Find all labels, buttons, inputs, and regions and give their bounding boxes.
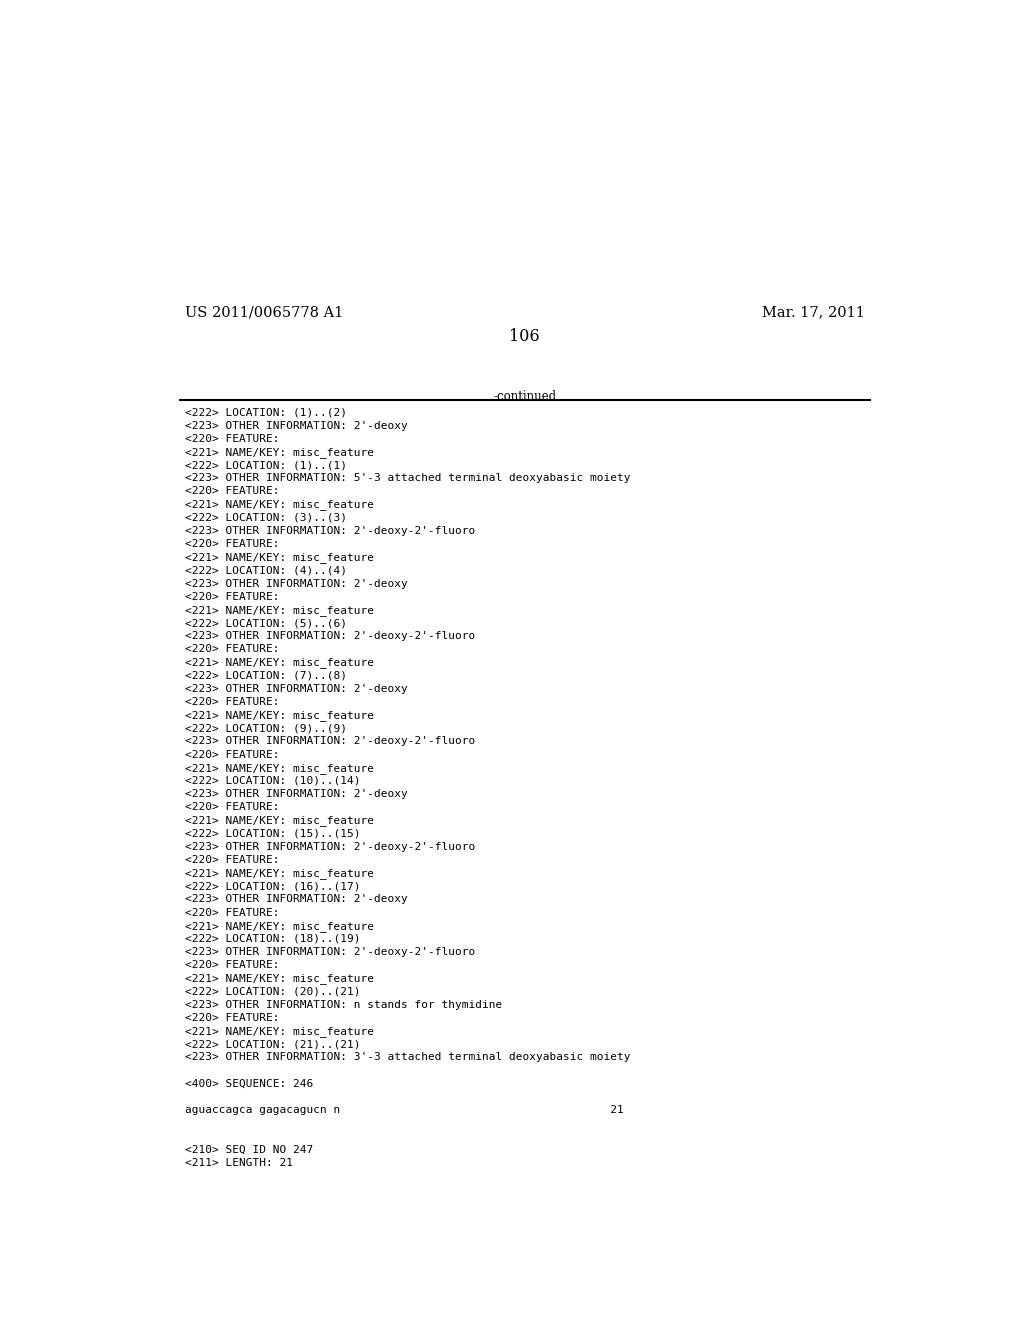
Text: <223> OTHER INFORMATION: 5'-3 attached terminal deoxyabasic moiety: <223> OTHER INFORMATION: 5'-3 attached t… — [185, 474, 631, 483]
Text: <220> FEATURE:: <220> FEATURE: — [185, 960, 280, 970]
Text: <222> LOCATION: (3)..(3): <222> LOCATION: (3)..(3) — [185, 512, 347, 523]
Text: <220> FEATURE:: <220> FEATURE: — [185, 591, 280, 602]
Text: <223> OTHER INFORMATION: 2'-deoxy-2'-fluoro: <223> OTHER INFORMATION: 2'-deoxy-2'-flu… — [185, 737, 475, 747]
Text: <223> OTHER INFORMATION: 2'-deoxy: <223> OTHER INFORMATION: 2'-deoxy — [185, 684, 408, 694]
Text: <221> NAME/KEY: misc_feature: <221> NAME/KEY: misc_feature — [185, 552, 374, 564]
Text: <223> OTHER INFORMATION: n stands for thymidine: <223> OTHER INFORMATION: n stands for th… — [185, 999, 503, 1010]
Text: <223> OTHER INFORMATION: 2'-deoxy-2'-fluoro: <223> OTHER INFORMATION: 2'-deoxy-2'-flu… — [185, 946, 475, 957]
Text: <222> LOCATION: (10)..(14): <222> LOCATION: (10)..(14) — [185, 776, 360, 785]
Text: <223> OTHER INFORMATION: 2'-deoxy-2'-fluoro: <223> OTHER INFORMATION: 2'-deoxy-2'-flu… — [185, 842, 475, 851]
Text: <222> LOCATION: (1)..(2): <222> LOCATION: (1)..(2) — [185, 408, 347, 417]
Text: <220> FEATURE:: <220> FEATURE: — [185, 434, 280, 444]
Text: <222> LOCATION: (1)..(1): <222> LOCATION: (1)..(1) — [185, 461, 347, 470]
Text: <223> OTHER INFORMATION: 2'-deoxy-2'-fluoro: <223> OTHER INFORMATION: 2'-deoxy-2'-flu… — [185, 631, 475, 642]
Text: <222> LOCATION: (4)..(4): <222> LOCATION: (4)..(4) — [185, 565, 347, 576]
Text: <220> FEATURE:: <220> FEATURE: — [185, 908, 280, 917]
Text: <223> OTHER INFORMATION: 2'-deoxy: <223> OTHER INFORMATION: 2'-deoxy — [185, 789, 408, 799]
Text: <221> NAME/KEY: misc_feature: <221> NAME/KEY: misc_feature — [185, 447, 374, 458]
Text: -continued: -continued — [494, 391, 556, 403]
Text: <222> LOCATION: (7)..(8): <222> LOCATION: (7)..(8) — [185, 671, 347, 681]
Text: <222> LOCATION: (16)..(17): <222> LOCATION: (16)..(17) — [185, 882, 360, 891]
Text: 106: 106 — [510, 329, 540, 345]
Text: <222> LOCATION: (21)..(21): <222> LOCATION: (21)..(21) — [185, 1039, 360, 1049]
Text: <220> FEATURE:: <220> FEATURE: — [185, 1012, 280, 1023]
Text: <210> SEQ ID NO 247: <210> SEQ ID NO 247 — [185, 1144, 313, 1155]
Text: <223> OTHER INFORMATION: 2'-deoxy-2'-fluoro: <223> OTHER INFORMATION: 2'-deoxy-2'-flu… — [185, 525, 475, 536]
Text: <400> SEQUENCE: 246: <400> SEQUENCE: 246 — [185, 1078, 313, 1089]
Text: <220> FEATURE:: <220> FEATURE: — [185, 855, 280, 865]
Text: <220> FEATURE:: <220> FEATURE: — [185, 644, 280, 655]
Text: <211> LENGTH: 21: <211> LENGTH: 21 — [185, 1158, 293, 1168]
Text: <223> OTHER INFORMATION: 3'-3 attached terminal deoxyabasic moiety: <223> OTHER INFORMATION: 3'-3 attached t… — [185, 1052, 631, 1063]
Text: <222> LOCATION: (5)..(6): <222> LOCATION: (5)..(6) — [185, 618, 347, 628]
Text: <221> NAME/KEY: misc_feature: <221> NAME/KEY: misc_feature — [185, 1026, 374, 1038]
Text: aguaccagca gagacagucn n                                        21: aguaccagca gagacagucn n 21 — [185, 1105, 624, 1115]
Text: <223> OTHER INFORMATION: 2'-deoxy: <223> OTHER INFORMATION: 2'-deoxy — [185, 578, 408, 589]
Text: <222> LOCATION: (18)..(19): <222> LOCATION: (18)..(19) — [185, 935, 360, 944]
Text: <221> NAME/KEY: misc_feature: <221> NAME/KEY: misc_feature — [185, 921, 374, 932]
Text: <223> OTHER INFORMATION: 2'-deoxy: <223> OTHER INFORMATION: 2'-deoxy — [185, 895, 408, 904]
Text: <220> FEATURE:: <220> FEATURE: — [185, 803, 280, 812]
Text: <221> NAME/KEY: misc_feature: <221> NAME/KEY: misc_feature — [185, 710, 374, 721]
Text: <220> FEATURE:: <220> FEATURE: — [185, 697, 280, 708]
Text: <221> NAME/KEY: misc_feature: <221> NAME/KEY: misc_feature — [185, 816, 374, 826]
Text: <221> NAME/KEY: misc_feature: <221> NAME/KEY: misc_feature — [185, 869, 374, 879]
Text: <221> NAME/KEY: misc_feature: <221> NAME/KEY: misc_feature — [185, 973, 374, 985]
Text: <222> LOCATION: (9)..(9): <222> LOCATION: (9)..(9) — [185, 723, 347, 734]
Text: <221> NAME/KEY: misc_feature: <221> NAME/KEY: misc_feature — [185, 657, 374, 668]
Text: <221> NAME/KEY: misc_feature: <221> NAME/KEY: misc_feature — [185, 605, 374, 615]
Text: <222> LOCATION: (15)..(15): <222> LOCATION: (15)..(15) — [185, 829, 360, 838]
Text: US 2011/0065778 A1: US 2011/0065778 A1 — [185, 306, 343, 319]
Text: <220> FEATURE:: <220> FEATURE: — [185, 750, 280, 759]
Text: <223> OTHER INFORMATION: 2'-deoxy: <223> OTHER INFORMATION: 2'-deoxy — [185, 421, 408, 430]
Text: Mar. 17, 2011: Mar. 17, 2011 — [762, 306, 864, 319]
Text: <221> NAME/KEY: misc_feature: <221> NAME/KEY: misc_feature — [185, 499, 374, 511]
Text: <222> LOCATION: (20)..(21): <222> LOCATION: (20)..(21) — [185, 986, 360, 997]
Text: <220> FEATURE:: <220> FEATURE: — [185, 539, 280, 549]
Text: <221> NAME/KEY: misc_feature: <221> NAME/KEY: misc_feature — [185, 763, 374, 774]
Text: <220> FEATURE:: <220> FEATURE: — [185, 486, 280, 496]
